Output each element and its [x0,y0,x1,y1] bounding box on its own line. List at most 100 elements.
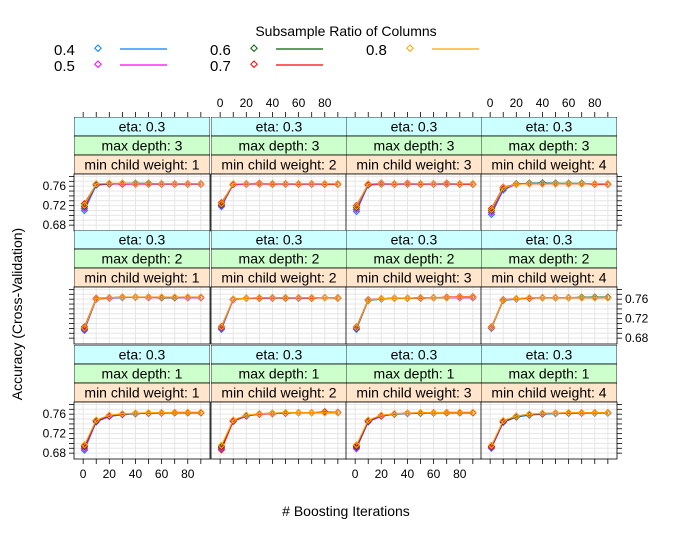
data-point [512,294,521,303]
x-tick-label: 20 [375,467,389,481]
data-point [229,417,237,425]
data-point [118,293,127,301]
data-point [197,180,205,188]
data-point [184,408,192,416]
data-point [538,180,547,188]
data-point [321,294,329,302]
y-tick-label: 0.68 [43,446,67,460]
data-point [144,409,153,417]
data-point [469,408,477,416]
data-point [242,411,251,419]
data-point [131,180,140,188]
panel: eta: 0.3 max depth: 1 min child weight: 3 [345,345,483,460]
panel: eta: 0.3 max depth: 2 min child weight: 4 [480,230,618,345]
data-point [229,295,237,303]
x-axis-top: 0 20 40 60 80 [217,96,339,117]
x-tick-label: 60 [427,467,441,481]
x-tick-label: 60 [562,96,576,110]
plot-background [211,287,347,344]
data-point [157,180,166,188]
x-tick-label: 0 [217,96,224,110]
panel-strip: max depth: 3 [346,135,482,156]
data-point [487,205,496,214]
data-point [604,180,612,188]
data-point [525,180,534,188]
strip-label: eta: 0.3 [256,347,303,363]
data-point [377,411,386,419]
panel-strip: min child weight: 2 [211,267,347,288]
data-point [591,409,599,417]
data-point [217,441,226,450]
data-point [105,294,114,302]
data-point [469,180,477,188]
legend-entry: 0.5 [54,58,167,75]
panel-strip: max depth: 3 [74,135,210,156]
data-point [170,180,179,188]
x-axis-bottom: 0 20 40 60 80 [80,459,202,481]
data-point [429,294,438,302]
series-line [83,296,201,329]
data-point [321,409,329,417]
data-point [551,180,560,188]
data-point [268,180,277,188]
data-point [307,409,316,417]
panel-strip: min child weight: 4 [481,154,617,175]
strip-label: min child weight: 2 [221,385,336,401]
panel: eta: 0.3 max depth: 2 min child weight: 2 [210,230,348,345]
data-point [131,409,140,417]
legend-entry: 0.8 [366,42,479,59]
legend-symbol [94,60,102,69]
panel-plot [481,402,617,459]
data-point [80,324,89,332]
panel-plot [481,174,617,231]
strip-label: max depth: 3 [509,138,590,154]
panel-strip: max depth: 1 [346,363,482,384]
data-point [377,294,386,303]
panel-strip: max depth: 1 [74,363,210,384]
strip-label: min child weight: 1 [84,385,199,401]
data-point [364,416,372,424]
strip-label: eta: 0.3 [391,347,438,363]
data-point [217,323,226,331]
series-line [220,412,338,446]
data-point [118,179,127,187]
strip-label: max depth: 1 [374,366,455,382]
data-point [403,294,412,302]
legend-title: Subsample Ratio of Columns [255,23,436,39]
strip-label: min child weight: 3 [356,270,471,286]
legend-label: 0.6 [210,42,231,59]
data-point [229,180,237,188]
data-point [564,294,573,302]
strip-label: max depth: 2 [239,251,320,267]
data-point [157,409,166,417]
data-point [334,409,342,417]
data-point [538,294,547,302]
strip-label: eta: 0.3 [391,119,438,135]
x-tick-label: 40 [266,96,280,110]
data-point [591,294,599,302]
data-point [487,323,496,332]
data-point [321,408,329,416]
y-axis-right: 0.68 0.72 0.76 [617,289,649,345]
x-axis-top: 0 20 40 60 80 [487,96,609,117]
data-point [416,180,425,188]
legend-label: 0.4 [54,42,75,59]
data-point [551,409,560,417]
strip-label: min child weight: 4 [491,385,606,401]
data-point [442,408,451,416]
panel-strip: min child weight: 3 [346,154,482,175]
x-tick-label: 40 [129,467,143,481]
data-point [577,294,586,302]
data-point [80,442,89,450]
data-point [197,293,205,301]
data-point [352,202,361,211]
panel-strip: max depth: 2 [481,248,617,269]
data-point [307,180,316,188]
data-point [242,180,251,188]
data-point [281,180,290,188]
data-point [131,293,140,301]
data-point [591,180,599,188]
data-point [442,180,451,188]
